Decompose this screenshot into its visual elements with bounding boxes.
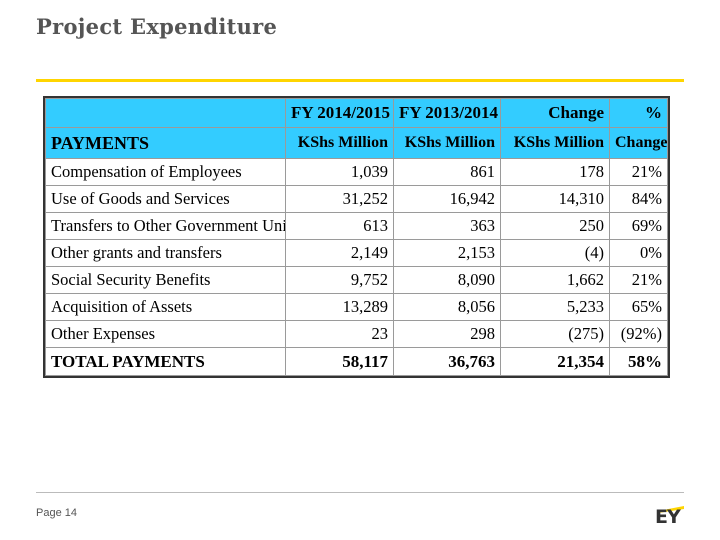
value-cell: 21% bbox=[609, 266, 668, 294]
value-cell: 69% bbox=[609, 212, 668, 240]
value-cell: (275) bbox=[500, 320, 610, 348]
value-cell: 65% bbox=[609, 293, 668, 321]
value-cell: 0% bbox=[609, 239, 668, 267]
row-label: Transfers to Other Government Units bbox=[45, 212, 286, 240]
value-cell: 16,942 bbox=[393, 185, 501, 213]
value-cell: (4) bbox=[500, 239, 610, 267]
value-cell: 363 bbox=[393, 212, 501, 240]
header-cell-fy2015: FY 2014/2015 bbox=[285, 98, 394, 128]
value-cell: 2,153 bbox=[393, 239, 501, 267]
header-cell-unit: KShs Million bbox=[285, 127, 394, 159]
table-row: Compensation of Employees 1,039 861 178 21% bbox=[45, 158, 668, 186]
row-label: Compensation of Employees bbox=[45, 158, 286, 186]
value-cell: 1,039 bbox=[285, 158, 394, 186]
title-divider bbox=[36, 79, 684, 82]
table-row: Transfers to Other Government Units 613 36… bbox=[45, 212, 668, 240]
row-label: Use of Goods and Services bbox=[45, 185, 286, 213]
ey-logo: EY bbox=[655, 505, 685, 528]
row-label: Social Security Benefits bbox=[45, 266, 286, 294]
value-cell: 31,252 bbox=[285, 185, 394, 213]
table-row: Social Security Benefits 9,752 8,090 1,662 2… bbox=[45, 266, 668, 294]
ey-logo-text: EY bbox=[655, 506, 681, 528]
row-label: TOTAL PAYMENTS bbox=[45, 347, 286, 376]
value-cell: 58% bbox=[609, 347, 668, 376]
table-row: Other Expenses 23 298 (275) (92%) bbox=[45, 320, 668, 348]
header-cell-fy2014: FY 2013/2014 bbox=[393, 98, 501, 128]
header-cell bbox=[45, 98, 286, 128]
ey-logo-mark-icon bbox=[658, 506, 684, 513]
header-cell-payments: PAYMENTS bbox=[45, 127, 286, 159]
value-cell: 9,752 bbox=[285, 266, 394, 294]
row-label: Other grants and transfers bbox=[45, 239, 286, 267]
table-subheader-row: PAYMENTS KShs Million KShs Million KShs … bbox=[45, 127, 668, 159]
page-number: Page 14 bbox=[36, 507, 77, 519]
expenditure-table: FY 2014/2015 FY 2013/2014 Change % PAYME… bbox=[43, 96, 670, 378]
slide-title: Project Expenditure bbox=[36, 14, 278, 39]
table-row: Use of Goods and Services 31,252 16,942 14,… bbox=[45, 185, 668, 213]
value-cell: 23 bbox=[285, 320, 394, 348]
value-cell: 2,149 bbox=[285, 239, 394, 267]
table-row: Other grants and transfers 2,149 2,153 (4) 0… bbox=[45, 239, 668, 267]
value-cell: 13,289 bbox=[285, 293, 394, 321]
row-label: Acquisition of Assets bbox=[45, 293, 286, 321]
value-cell: 1,662 bbox=[500, 266, 610, 294]
value-cell: 861 bbox=[393, 158, 501, 186]
header-cell-unit: KShs Million bbox=[500, 127, 610, 159]
header-cell-change: Change bbox=[500, 98, 610, 128]
value-cell: 250 bbox=[500, 212, 610, 240]
total-row: TOTAL PAYMENTS 58,117 36,763 21,354 58% bbox=[45, 347, 668, 376]
footer-divider bbox=[36, 492, 684, 493]
value-cell: (92%) bbox=[609, 320, 668, 348]
value-cell: 298 bbox=[393, 320, 501, 348]
value-cell: 613 bbox=[285, 212, 394, 240]
value-cell: 8,090 bbox=[393, 266, 501, 294]
table-row: Acquisition of Assets 13,289 8,056 5,233 65% bbox=[45, 293, 668, 321]
value-cell: 21,354 bbox=[500, 347, 610, 376]
row-label: Other Expenses bbox=[45, 320, 286, 348]
value-cell: 14,310 bbox=[500, 185, 610, 213]
value-cell: 21% bbox=[609, 158, 668, 186]
value-cell: 5,233 bbox=[500, 293, 610, 321]
value-cell: 178 bbox=[500, 158, 610, 186]
table-header-row: FY 2014/2015 FY 2013/2014 Change % bbox=[45, 98, 668, 128]
header-cell-unit: KShs Million bbox=[393, 127, 501, 159]
value-cell: 8,056 bbox=[393, 293, 501, 321]
value-cell: 58,117 bbox=[285, 347, 394, 376]
header-cell-percent: % bbox=[609, 98, 668, 128]
value-cell: 84% bbox=[609, 185, 668, 213]
header-cell-unit: Change bbox=[609, 127, 668, 159]
value-cell: 36,763 bbox=[393, 347, 501, 376]
